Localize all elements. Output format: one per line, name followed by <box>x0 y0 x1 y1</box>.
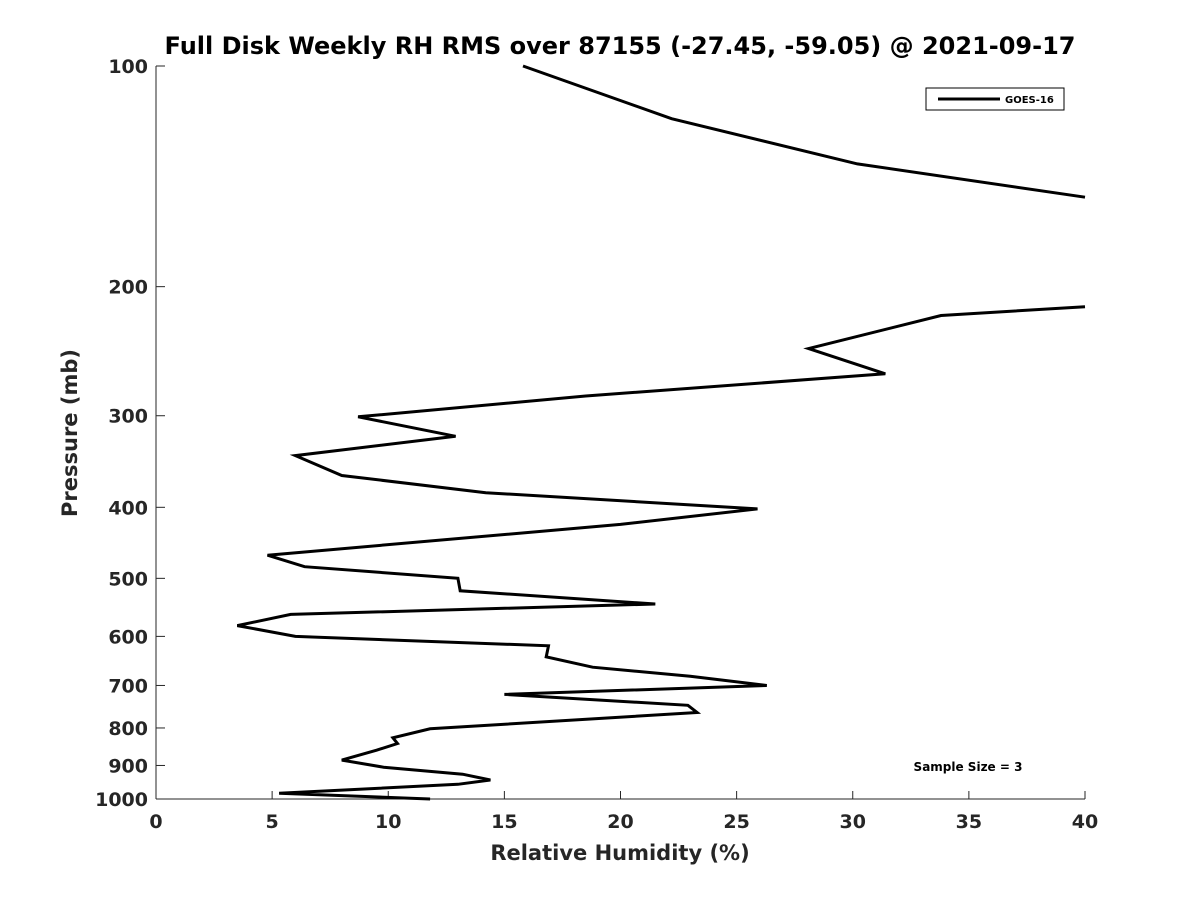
y-tick-label: 900 <box>108 755 148 777</box>
y-tick-label: 100 <box>108 56 148 78</box>
x-tick-label: 5 <box>266 811 279 833</box>
chart-title: Full Disk Weekly RH RMS over 87155 (-27.… <box>165 32 1076 60</box>
axis-ticks: 0 5 10 15 20 25 30 35 40 100 200 300 400 500 600 700 800… <box>95 56 1098 833</box>
x-tick-label: 20 <box>607 811 633 833</box>
y-tick-label: 400 <box>108 497 148 519</box>
series-lines <box>236 64 1086 801</box>
y-tick-label: 200 <box>108 277 148 299</box>
x-tick-label: 0 <box>149 811 162 833</box>
legend: GOES-16 <box>925 87 1065 111</box>
series-line-goes-16 <box>522 64 1086 199</box>
legend-label-goes-16: GOES-16 <box>1005 95 1054 106</box>
x-tick-label: 25 <box>723 811 749 833</box>
x-tick-label: 15 <box>491 811 517 833</box>
y-tick-label: 300 <box>108 406 148 428</box>
x-tick-label: 40 <box>1072 811 1098 833</box>
y-tick-label: 700 <box>108 675 148 697</box>
y-tick-label: 1000 <box>95 789 148 811</box>
y-tick-label: 800 <box>108 718 148 740</box>
series-line-goes-16 <box>236 305 1086 801</box>
x-tick-label: 30 <box>840 811 866 833</box>
y-tick-label: 600 <box>108 626 148 648</box>
x-tick-label: 10 <box>375 811 401 833</box>
sample-size-annotation: Sample Size = 3 <box>914 760 1023 774</box>
y-tick-label: 500 <box>108 568 148 590</box>
x-axis-label: Relative Humidity (%) <box>490 841 749 865</box>
x-tick-label: 35 <box>956 811 982 833</box>
y-axis-label: Pressure (mb) <box>58 349 82 517</box>
